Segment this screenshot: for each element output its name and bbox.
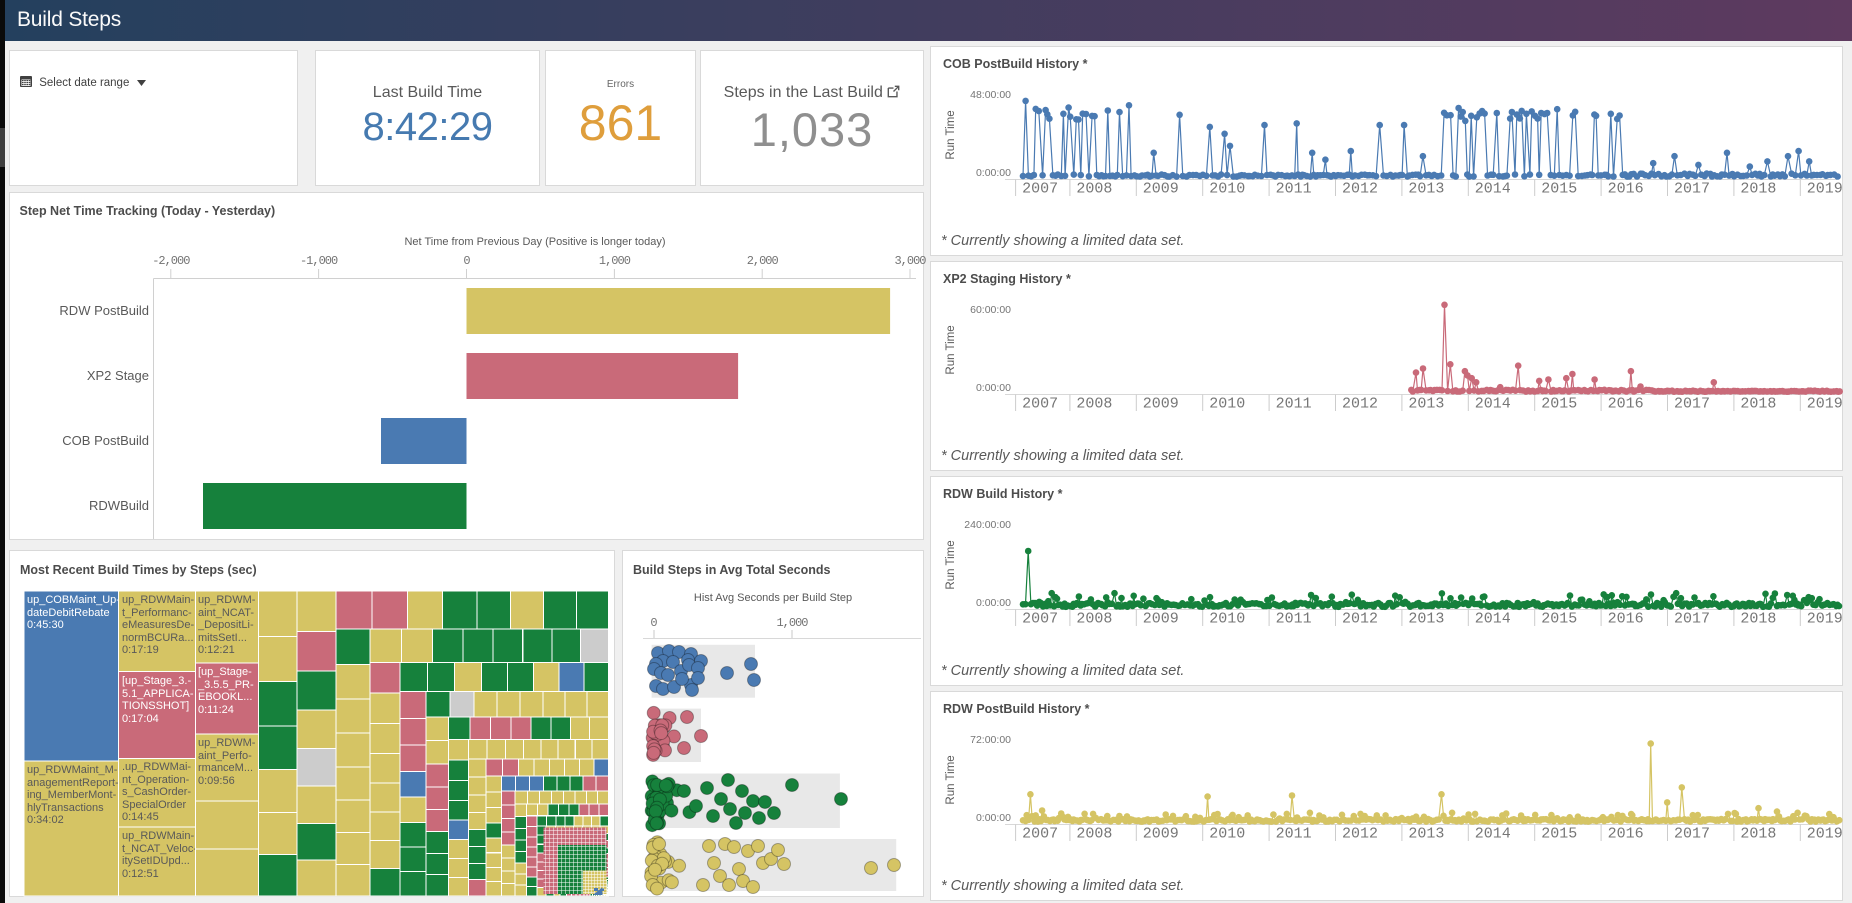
svg-text:2018: 2018 xyxy=(1740,396,1776,413)
svg-text:2016: 2016 xyxy=(1608,396,1644,413)
svg-text:1,000: 1,000 xyxy=(776,616,808,630)
svg-text:1,000: 1,000 xyxy=(599,254,631,268)
svg-text:2008: 2008 xyxy=(1076,611,1112,628)
svg-text:XP2 Staging History *: XP2 Staging History * xyxy=(943,272,1071,286)
svg-text:2014: 2014 xyxy=(1475,181,1511,198)
svg-text:2013: 2013 xyxy=(1408,611,1444,628)
svg-text:2011: 2011 xyxy=(1276,611,1312,628)
svg-text:2019: 2019 xyxy=(1807,611,1843,628)
svg-text:0:00:00: 0:00:00 xyxy=(976,382,1011,394)
svg-text:XP2 Stage: XP2 Stage xyxy=(87,368,149,383)
svg-text:2009: 2009 xyxy=(1143,396,1179,413)
svg-text:2010: 2010 xyxy=(1209,826,1245,843)
svg-text:2010: 2010 xyxy=(1209,181,1245,198)
svg-text:2013: 2013 xyxy=(1408,181,1444,198)
svg-text:0:00:00: 0:00:00 xyxy=(976,167,1011,179)
svg-text:RDW PostBuild: RDW PostBuild xyxy=(59,303,149,318)
svg-text:2017: 2017 xyxy=(1674,396,1710,413)
svg-text:2016: 2016 xyxy=(1608,611,1644,628)
svg-text:2017: 2017 xyxy=(1674,181,1710,198)
svg-text:2,000: 2,000 xyxy=(747,254,779,268)
svg-text:COB PostBuild: COB PostBuild xyxy=(62,433,149,448)
svg-text:2019: 2019 xyxy=(1807,181,1843,198)
svg-text:Run Time: Run Time xyxy=(945,540,957,589)
svg-text:0: 0 xyxy=(650,616,657,630)
svg-text:2008: 2008 xyxy=(1076,826,1112,843)
svg-text:2012: 2012 xyxy=(1342,611,1378,628)
svg-text:60:00:00: 60:00:00 xyxy=(970,304,1011,316)
svg-text:2016: 2016 xyxy=(1608,826,1644,843)
svg-text:2007: 2007 xyxy=(1022,181,1058,198)
svg-text:2008: 2008 xyxy=(1076,396,1112,413)
svg-text:2017: 2017 xyxy=(1674,611,1710,628)
svg-text:Run Time: Run Time xyxy=(945,755,957,804)
svg-text:-1,000: -1,000 xyxy=(300,254,338,268)
svg-text:2015: 2015 xyxy=(1541,826,1577,843)
svg-text:Hist Avg Seconds per Build Ste: Hist Avg Seconds per Build Step xyxy=(694,592,852,604)
svg-text:0:00:00: 0:00:00 xyxy=(976,812,1011,824)
svg-text:2014: 2014 xyxy=(1475,611,1511,628)
svg-text:2014: 2014 xyxy=(1475,826,1511,843)
svg-text:2016: 2016 xyxy=(1608,181,1644,198)
svg-text:2019: 2019 xyxy=(1807,396,1843,413)
svg-text:-2,000: -2,000 xyxy=(152,254,190,268)
svg-text:2007: 2007 xyxy=(1022,396,1058,413)
svg-text:Net Time from Previous Day (Po: Net Time from Previous Day (Positive is … xyxy=(404,236,665,248)
svg-text:Step Net Time Tracking (Today: Step Net Time Tracking (Today - Yesterda… xyxy=(20,204,276,218)
svg-text:2012: 2012 xyxy=(1342,826,1378,843)
svg-text:240:00:00: 240:00:00 xyxy=(964,519,1011,531)
svg-text:COB PostBuild History *: COB PostBuild History * xyxy=(943,57,1088,71)
svg-text:2012: 2012 xyxy=(1342,181,1378,198)
svg-text:2012: 2012 xyxy=(1342,396,1378,413)
svg-text:2009: 2009 xyxy=(1143,611,1179,628)
svg-text:RDWBuild: RDWBuild xyxy=(89,498,149,513)
svg-text:RDW PostBuild History *: RDW PostBuild History * xyxy=(943,702,1090,716)
svg-text:2009: 2009 xyxy=(1143,181,1179,198)
svg-text:RDW Build History *: RDW Build History * xyxy=(943,487,1063,501)
svg-text:2011: 2011 xyxy=(1276,181,1312,198)
svg-text:2018: 2018 xyxy=(1740,611,1776,628)
svg-text:2015: 2015 xyxy=(1541,611,1577,628)
svg-text:2010: 2010 xyxy=(1209,611,1245,628)
svg-text:72:00:00: 72:00:00 xyxy=(970,734,1011,746)
svg-text:2010: 2010 xyxy=(1209,396,1245,413)
svg-text:Run Time: Run Time xyxy=(945,110,957,159)
svg-text:0: 0 xyxy=(463,254,470,268)
svg-text:2013: 2013 xyxy=(1408,826,1444,843)
svg-text:Build Steps in Avg Total Secon: Build Steps in Avg Total Seconds xyxy=(633,563,831,577)
svg-text:2015: 2015 xyxy=(1541,396,1577,413)
svg-text:2017: 2017 xyxy=(1674,826,1710,843)
svg-text:0:00:00: 0:00:00 xyxy=(976,597,1011,609)
svg-text:Run Time: Run Time xyxy=(945,325,957,374)
svg-text:2018: 2018 xyxy=(1740,181,1776,198)
svg-text:2014: 2014 xyxy=(1475,396,1511,413)
svg-text:2007: 2007 xyxy=(1022,611,1058,628)
svg-text:2007: 2007 xyxy=(1022,826,1058,843)
svg-text:2008: 2008 xyxy=(1076,181,1112,198)
svg-text:2011: 2011 xyxy=(1276,396,1312,413)
svg-text:2011: 2011 xyxy=(1276,826,1312,843)
svg-text:2018: 2018 xyxy=(1740,826,1776,843)
svg-text:2009: 2009 xyxy=(1143,826,1179,843)
svg-text:2019: 2019 xyxy=(1807,826,1843,843)
svg-text:2013: 2013 xyxy=(1408,396,1444,413)
svg-text:48:00:00: 48:00:00 xyxy=(970,89,1011,101)
svg-text:3,000: 3,000 xyxy=(894,254,926,268)
svg-text:2015: 2015 xyxy=(1541,181,1577,198)
